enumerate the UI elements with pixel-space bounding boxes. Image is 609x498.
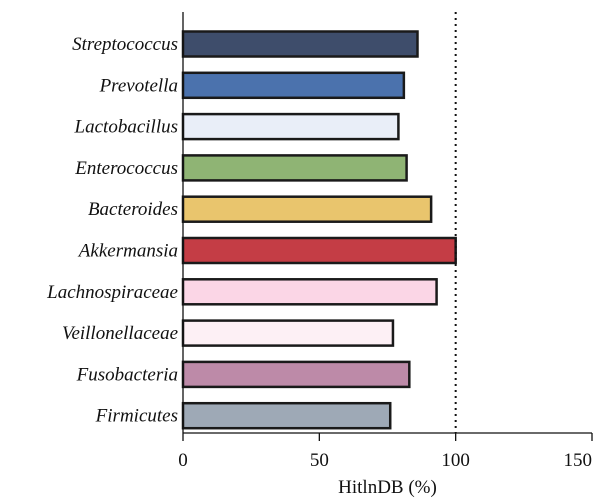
category-label-veillonellaceae: Veillonellaceae	[62, 323, 178, 344]
category-label-enterococcus: Enterococcus	[74, 158, 178, 179]
x-tick-label-100: 100	[441, 450, 470, 471]
category-labels: Streptococcus Prevotella Lactobacillus Ente…	[46, 34, 178, 427]
bar-prevotella	[181, 71, 406, 100]
x-tick-label-0: 0	[178, 450, 188, 471]
category-label-bacteroides: Bacteroides	[88, 199, 178, 220]
category-label-firmicutes: Firmicutes	[95, 406, 178, 427]
bar-streptococcus	[181, 30, 419, 58]
x-tick-label-150: 150	[564, 450, 593, 471]
bar-firmicutes	[181, 401, 392, 430]
bar-lachnospiraceae	[181, 278, 438, 306]
category-label-streptococcus: Streptococcus	[72, 34, 178, 55]
bar-lactobacillus	[181, 112, 400, 141]
category-label-akkermansia: Akkermansia	[77, 241, 178, 262]
bar-fusobacteria	[181, 360, 411, 389]
category-label-lachnospiraceae: Lachnospiraceae	[46, 282, 178, 303]
category-label-fusobacteria: Fusobacteria	[76, 364, 178, 385]
bar-veillonellaceae	[181, 319, 395, 347]
x-axis-title: HitlnDB (%)	[338, 477, 437, 498]
bar-bacteroides	[181, 195, 433, 223]
category-label-lactobacillus: Lactobacillus	[74, 117, 178, 138]
bars-layer	[181, 30, 457, 430]
bar-akkermansia	[181, 236, 457, 265]
category-label-prevotella: Prevotella	[99, 75, 178, 96]
bar-enterococcus	[181, 154, 408, 182]
x-axis-ticks: 0 50 100 150	[178, 433, 593, 471]
x-tick-label-50: 50	[310, 450, 329, 471]
